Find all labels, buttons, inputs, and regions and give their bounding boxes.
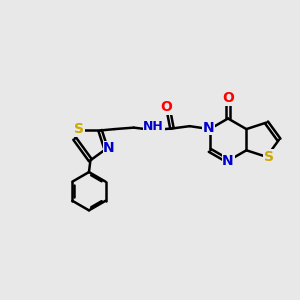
Text: S: S: [264, 150, 274, 164]
Text: NH: NH: [143, 120, 164, 133]
Text: N: N: [222, 154, 234, 169]
Text: N: N: [202, 121, 214, 135]
Text: N: N: [103, 141, 115, 155]
Text: O: O: [222, 92, 234, 106]
Text: O: O: [160, 100, 172, 114]
Text: S: S: [74, 122, 84, 136]
